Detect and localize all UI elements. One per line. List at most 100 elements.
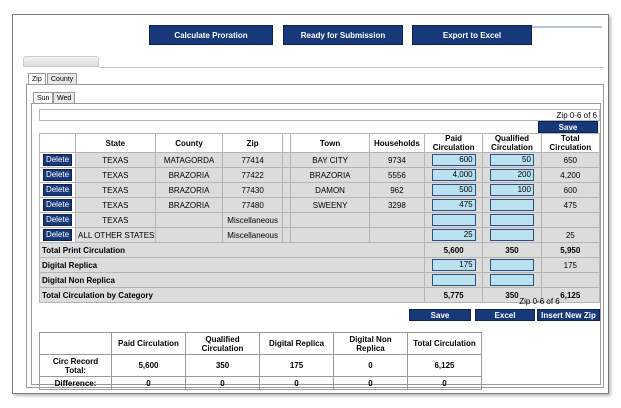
cell-county: BRAZORIA <box>154 197 224 213</box>
export-to-excel-button[interactable]: Export to Excel <box>412 25 532 45</box>
cell-total <box>540 212 601 228</box>
qualified-input[interactable] <box>489 229 534 241</box>
cell-households: 3298 <box>368 197 425 213</box>
replica-qualified-input[interactable] <box>489 259 534 271</box>
cell-zip: Miscellaneous <box>222 212 283 228</box>
delete-button[interactable]: Delete <box>42 184 73 196</box>
total-print-row: Total Print Circulation 5,600 350 5,950 <box>39 242 601 258</box>
cell-town: DAMON <box>290 182 370 198</box>
circulation-table: State County Zip Town Households Paid Ci… <box>38 133 601 303</box>
cell-state: TEXAS <box>75 212 156 228</box>
paid-input[interactable]: 500 <box>431 184 476 196</box>
col-paid: Paid Circulation <box>423 133 484 153</box>
qualified-input[interactable]: 50 <box>489 154 534 166</box>
cell-town <box>290 212 370 228</box>
cell-households: 962 <box>368 182 425 198</box>
table-row: Delete TEXAS BRAZORIA 77430 DAMON 962 500 100 60… <box>38 182 601 198</box>
pager-text-top: Zip 0-6 of 6 <box>556 111 597 120</box>
cell-county: BRAZORIA <box>154 167 224 183</box>
col-state: State <box>75 133 156 153</box>
faded-tab <box>23 56 99 67</box>
paid-input[interactable]: 600 <box>431 154 476 166</box>
circ-record-row: Circ Record Total: 5,600 350 175 0 6,125 <box>39 354 482 377</box>
cell-town <box>290 227 370 243</box>
calculate-proration-button[interactable]: Calculate Proration <box>149 25 273 45</box>
qualified-input[interactable]: 200 <box>489 169 534 181</box>
pager-bar: Zip 0-6 of 6 <box>39 109 600 121</box>
cell-households <box>368 227 425 243</box>
digital-replica-row: Digital Replica 175 175 <box>39 257 601 273</box>
cell-state: TEXAS <box>75 182 156 198</box>
cell-county <box>154 212 224 228</box>
cell-state: TEXAS <box>75 152 156 168</box>
summary-header: Paid Circulation Qualified Circulation D… <box>39 332 482 355</box>
summary-col-replica: Digital Replica <box>259 332 334 355</box>
save-button-bottom[interactable]: Save <box>409 309 471 321</box>
delete-button[interactable]: Delete <box>42 229 73 241</box>
qualified-input[interactable] <box>489 199 534 211</box>
summary-col-paid: Paid Circulation <box>111 332 186 355</box>
delete-button[interactable]: Delete <box>42 214 73 226</box>
save-button-top[interactable]: Save <box>538 121 598 133</box>
insert-new-zip-button[interactable]: Insert New Zip <box>537 309 600 321</box>
paid-input[interactable]: 4,000 <box>431 169 476 181</box>
col-households: Households <box>368 133 425 153</box>
excel-button[interactable]: Excel <box>475 309 535 321</box>
cell-zip: 77422 <box>222 167 283 183</box>
cell-households: 9734 <box>368 152 425 168</box>
cell-state: TEXAS <box>75 197 156 213</box>
cell-state: ALL OTHER STATES <box>75 227 156 243</box>
cell-total: 25 <box>540 227 601 243</box>
nonreplica-paid-input[interactable] <box>431 274 476 286</box>
summary-col-total: Total Circulation <box>407 332 482 355</box>
qualified-input[interactable]: 100 <box>489 184 534 196</box>
cell-county: MATAGORDA <box>154 152 224 168</box>
col-county: County <box>154 133 224 153</box>
col-total: Total Circulation <box>540 133 601 153</box>
delete-button[interactable]: Delete <box>42 169 73 181</box>
cell-state: TEXAS <box>75 167 156 183</box>
summary-table: Paid Circulation Qualified Circulation D… <box>39 332 482 390</box>
tab-zip[interactable]: Zip <box>28 73 46 84</box>
cell-town: SWEENY <box>290 197 370 213</box>
paid-input[interactable]: 475 <box>431 199 476 211</box>
tab-county[interactable]: County <box>47 73 78 84</box>
cell-county <box>154 227 224 243</box>
cell-total: 4,200 <box>540 167 601 183</box>
cell-total: 475 <box>540 197 601 213</box>
paid-input[interactable] <box>431 214 476 226</box>
digital-non-replica-row: Digital Non Replica <box>39 272 601 288</box>
cell-town: BRAZORIA <box>290 167 370 183</box>
tab-sun[interactable]: Sun <box>33 92 54 103</box>
nonreplica-qualified-input[interactable] <box>489 274 534 286</box>
cell-total: 650 <box>540 152 601 168</box>
qualified-input[interactable] <box>489 214 534 226</box>
cell-total: 600 <box>540 182 601 198</box>
table-row: Delete TEXAS Miscellaneous <box>38 212 601 228</box>
delete-button[interactable]: Delete <box>42 199 73 211</box>
total-category-row: Total Circulation by Category 5,775 350 … <box>39 287 601 303</box>
cell-zip: 77480 <box>222 197 283 213</box>
app-window: Calculate Proration Ready for Submission… <box>12 14 609 394</box>
cell-town: BAY CITY <box>290 152 370 168</box>
paid-input[interactable]: 25 <box>431 229 476 241</box>
col-town: Town <box>290 133 370 153</box>
replica-paid-input[interactable]: 175 <box>431 259 476 271</box>
col-qualified: Qualified Circulation <box>482 133 542 153</box>
table-header: State County Zip Town Households Paid Ci… <box>38 133 601 153</box>
table-row: Delete TEXAS BRAZORIA 77422 BRAZORIA 5556 4,00… <box>38 167 601 183</box>
cell-zip: Miscellaneous <box>222 227 283 243</box>
table-row: Delete TEXAS BRAZORIA 77480 SWEENY 3298 475 475 <box>38 197 601 213</box>
ready-for-submission-button[interactable]: Ready for Submission <box>283 25 403 45</box>
col-zip: Zip <box>222 133 283 153</box>
table-row: Delete TEXAS MATAGORDA 77414 BAY CITY 9734 600… <box>38 152 601 168</box>
summary-col-qualified: Qualified Circulation <box>185 332 260 355</box>
difference-row: Difference: 0 0 0 0 0 <box>39 376 482 390</box>
tab-wed[interactable]: Wed <box>53 92 76 103</box>
pager-text-bottom: Zip 0-6 of 6 <box>519 297 560 306</box>
top-decoration <box>518 26 602 28</box>
divider <box>99 67 604 68</box>
delete-button[interactable]: Delete <box>42 154 73 166</box>
cell-households: 5556 <box>368 167 425 183</box>
table-row: Delete ALL OTHER STATES Miscellaneous 25 25 <box>38 227 601 243</box>
